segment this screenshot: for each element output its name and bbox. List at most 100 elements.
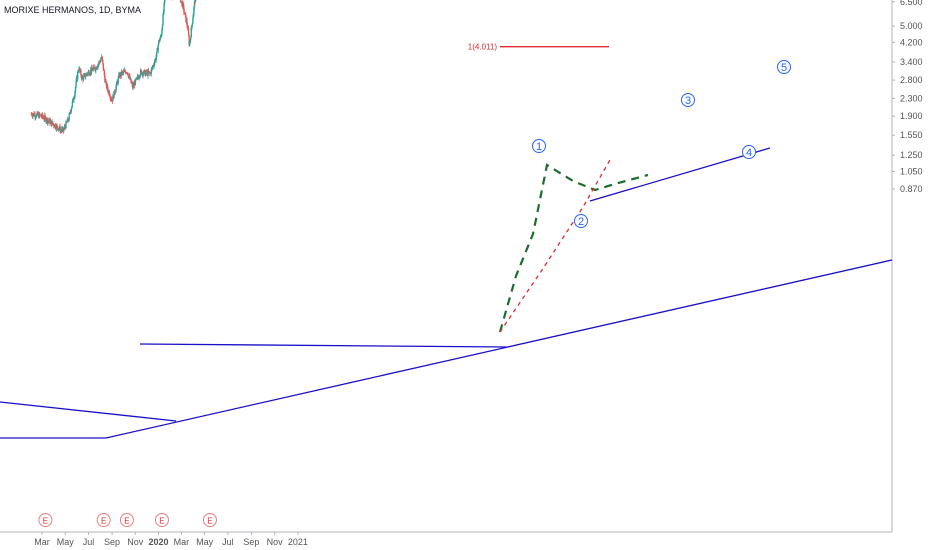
- candle-body: [64, 126, 66, 128]
- wave-label-circle: [742, 145, 756, 159]
- candle-body: [159, 36, 162, 40]
- candle-body: [186, 25, 189, 29]
- candle-body: [66, 122, 68, 123]
- candle-body: [31, 113, 33, 116]
- y-tick-label: 0.870: [900, 184, 923, 194]
- candle-body: [186, 20, 188, 26]
- candle-body: [183, 5, 185, 12]
- candle-body: [108, 91, 110, 96]
- y-tick-label: 4.200: [900, 37, 923, 47]
- candle-body: [60, 129, 62, 131]
- candle-body: [82, 75, 85, 80]
- candle-body: [102, 63, 105, 70]
- candle-body: [160, 35, 163, 37]
- candle-body: [71, 106, 73, 109]
- candle-body: [189, 39, 191, 43]
- candle-body: [192, 18, 194, 24]
- candle-body: [130, 82, 133, 84]
- wave-label: 2: [578, 216, 584, 228]
- candle-body: [101, 56, 103, 60]
- candle-body: [67, 120, 70, 122]
- candle-body: [184, 12, 187, 15]
- candle-body: [109, 95, 111, 97]
- candle-body: [93, 66, 95, 68]
- y-tick-label: 5.000: [900, 21, 923, 31]
- y-tick-label: 1.250: [900, 150, 923, 160]
- candle-body: [55, 125, 58, 129]
- candle-body: [112, 95, 114, 102]
- candle-body: [71, 101, 74, 107]
- wave-label: 4: [746, 147, 752, 159]
- earnings-marker: E: [101, 517, 106, 526]
- x-tick-label: Nov: [267, 537, 284, 547]
- candle-body: [107, 89, 109, 92]
- candle-body: [152, 65, 154, 68]
- candle-body: [163, 0, 166, 4]
- candle-body: [88, 74, 91, 76]
- candle-body: [105, 81, 108, 88]
- x-tick-label: Mar: [174, 537, 190, 547]
- candle-body: [182, 3, 184, 6]
- candle-body: [127, 75, 130, 78]
- candle-body: [115, 86, 117, 91]
- chart-title: MORIXE HERMANOS, 1D, BYMA: [4, 5, 142, 15]
- candle-body: [148, 72, 151, 74]
- y-tick-label: 2.800: [900, 75, 923, 85]
- candle-body: [77, 70, 79, 72]
- candle-body: [69, 112, 71, 115]
- candle-body: [51, 121, 54, 124]
- candle-body: [117, 77, 119, 83]
- candle-body: [63, 126, 66, 129]
- candle-body: [140, 70, 143, 75]
- earnings-marker: E: [43, 517, 48, 526]
- earnings-marker-circle: [154, 513, 169, 527]
- candle-body: [104, 75, 106, 82]
- candle-body: [106, 85, 109, 90]
- candle-body: [89, 73, 91, 75]
- x-tick-label: 2021: [288, 537, 308, 547]
- candle-body: [110, 98, 113, 100]
- wave-label-circle: [681, 93, 695, 107]
- candle-body: [159, 39, 161, 42]
- candle-body: [59, 126, 61, 132]
- candle-body: [134, 79, 136, 86]
- candle-body: [194, 0, 197, 3]
- candle-body: [157, 44, 159, 51]
- candle-body: [137, 76, 139, 78]
- candle-body: [37, 112, 39, 116]
- candle-body: [35, 114, 38, 117]
- candle-body: [121, 72, 123, 76]
- candle-body: [40, 116, 43, 118]
- wave-label: 5: [781, 62, 787, 74]
- earnings-marker: E: [124, 517, 129, 526]
- candle-body: [192, 13, 195, 19]
- candle-body: [131, 83, 133, 85]
- candle-body: [75, 81, 77, 87]
- candle-body: [140, 69, 142, 71]
- candle-body: [163, 3, 165, 12]
- candle-body: [56, 125, 58, 126]
- candle-body: [114, 90, 117, 93]
- candle-body: [161, 29, 163, 36]
- y-tick-label: 1.550: [900, 130, 923, 140]
- fib-retracement-label: 1(4.011): [468, 43, 498, 52]
- candle-body: [84, 73, 86, 78]
- candle-body: [63, 128, 65, 131]
- candle-body: [193, 1, 196, 8]
- candle-body: [147, 71, 149, 76]
- candle-body: [88, 71, 90, 75]
- candle-body: [188, 35, 190, 46]
- y-tick-label: 1.050: [900, 166, 923, 176]
- candle-body: [98, 61, 100, 64]
- candle-body: [32, 114, 34, 117]
- trendline-upper-early: [0, 401, 177, 422]
- candle-body: [94, 67, 96, 70]
- candle-body: [42, 116, 44, 118]
- candle-body: [70, 108, 73, 113]
- candle-body: [190, 27, 192, 38]
- candle-body: [45, 120, 47, 122]
- candle-body: [151, 67, 153, 70]
- candle-body: [160, 36, 162, 38]
- candle-body: [43, 118, 45, 120]
